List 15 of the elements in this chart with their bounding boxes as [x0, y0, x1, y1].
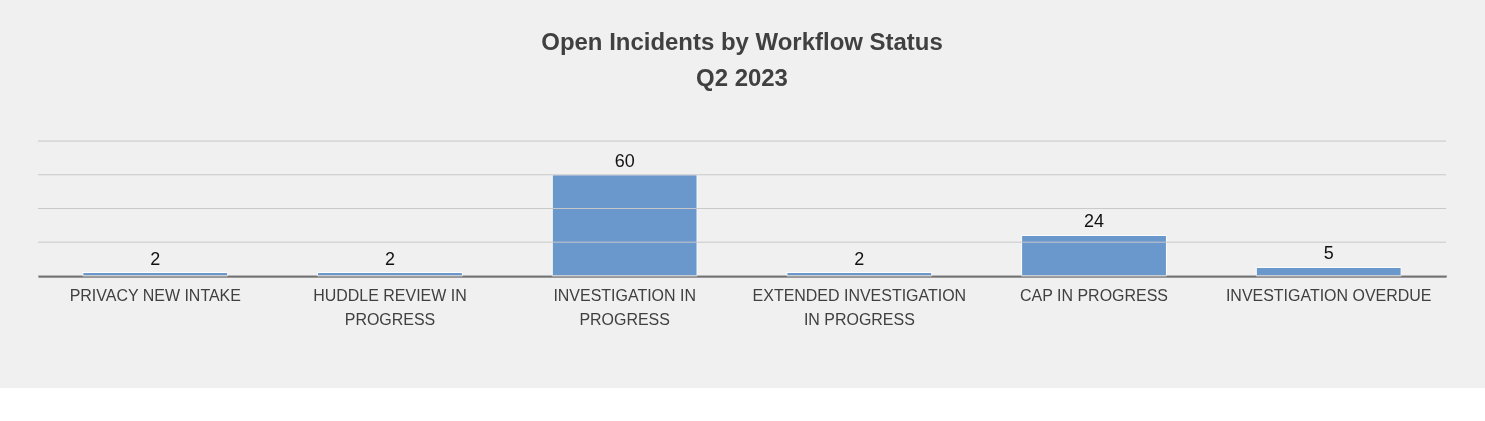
- x-tick-label: EXTENDED INVESTIGATION IN PROGRESS: [752, 287, 967, 329]
- bar: [551, 174, 698, 277]
- x-tick-label: INVESTIGATION IN PROGRESS: [553, 287, 696, 329]
- bar: [1021, 234, 1167, 277]
- data-label: 5: [1323, 243, 1334, 264]
- x-tick-label: PRIVACY NEW INTAKE: [69, 287, 241, 305]
- x-tick-label: CAP IN PROGRESS: [1020, 287, 1168, 305]
- x-tick-label: HUDDLE REVIEW IN PROGRESS: [313, 287, 467, 329]
- x-tick-label: INVESTIGATION OVERDUE: [1225, 287, 1432, 305]
- data-label: 24: [1084, 211, 1105, 232]
- chart-title: Open Incidents by Workflow Status Q2 2023: [541, 27, 943, 91]
- data-label: 2: [150, 248, 161, 269]
- data-label: 60: [614, 150, 635, 171]
- data-label: 2: [384, 248, 395, 269]
- data-label: 2: [854, 248, 865, 269]
